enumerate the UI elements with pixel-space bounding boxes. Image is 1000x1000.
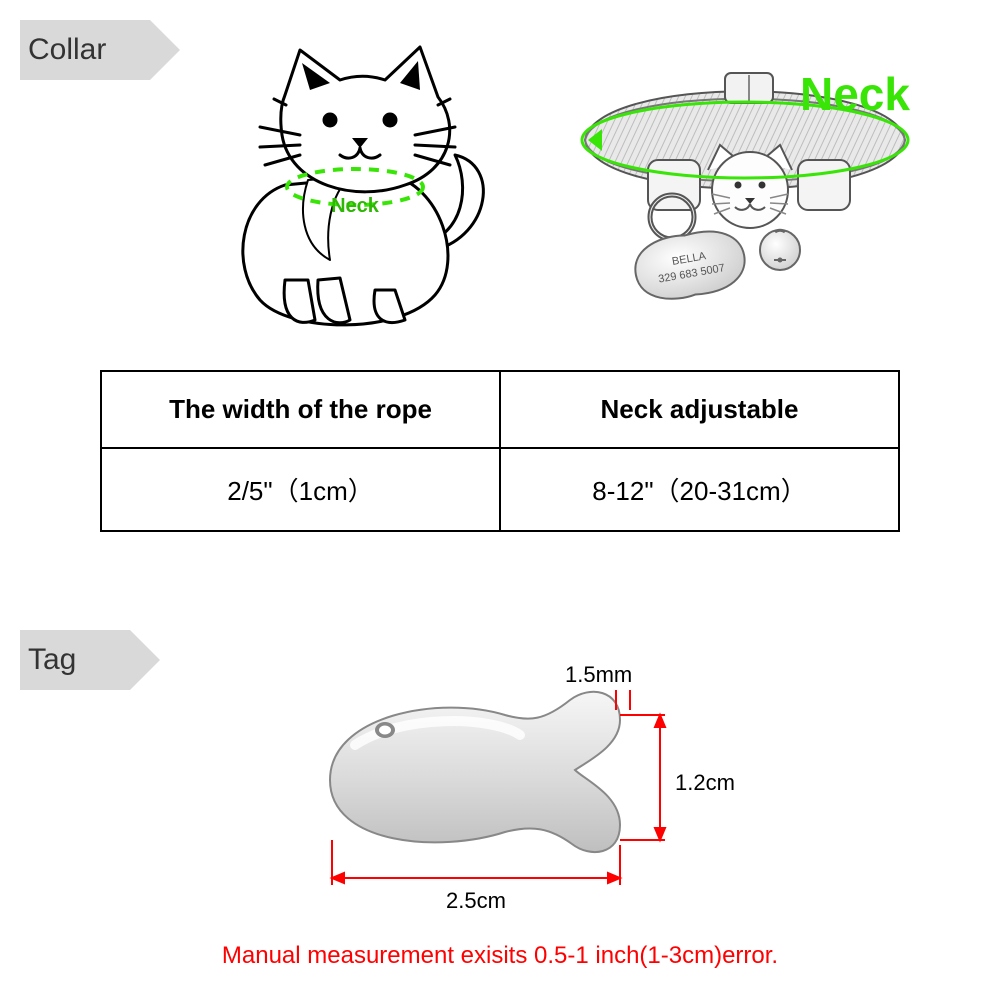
section-label-collar: Collar — [20, 20, 150, 80]
dim-height: 1.2cm — [675, 770, 735, 795]
dim-thickness: 1.5mm — [565, 662, 632, 687]
cat-drawing: Neck — [190, 35, 500, 335]
table-row: 2/5"（1cm） 8-12"（20-31cm） — [101, 448, 899, 531]
table-header: The width of the rope — [101, 371, 500, 448]
measurement-note-text: Manual measurement exisits 0.5-1 inch(1-… — [222, 942, 778, 969]
measurement-note: Manual measurement exisits 0.5-1 inch(1-… — [0, 942, 1000, 970]
table-row: The width of the rope Neck adjustable — [101, 371, 899, 448]
dim-width: 2.5cm — [446, 888, 506, 913]
table-header: Neck adjustable — [500, 371, 899, 448]
table-cell: 8-12"（20-31cm） — [500, 448, 899, 531]
section-label-tag-text: Tag — [28, 643, 76, 677]
collar-drawing: BELLA 329 683 5007 Neck — [530, 45, 960, 325]
collar-illustrations: Neck — [190, 30, 960, 340]
section-label-tag: Tag — [20, 630, 130, 690]
table-cell: 2/5"（1cm） — [101, 448, 500, 531]
size-table: The width of the rope Neck adjustable 2/… — [100, 370, 900, 532]
section-label-collar-text: Collar — [28, 33, 106, 67]
tag-diagram: 1.5mm 1.2cm 2.5cm — [260, 660, 780, 920]
fish-tag-shape — [330, 692, 620, 852]
cat-neck-label: Neck — [331, 195, 380, 217]
